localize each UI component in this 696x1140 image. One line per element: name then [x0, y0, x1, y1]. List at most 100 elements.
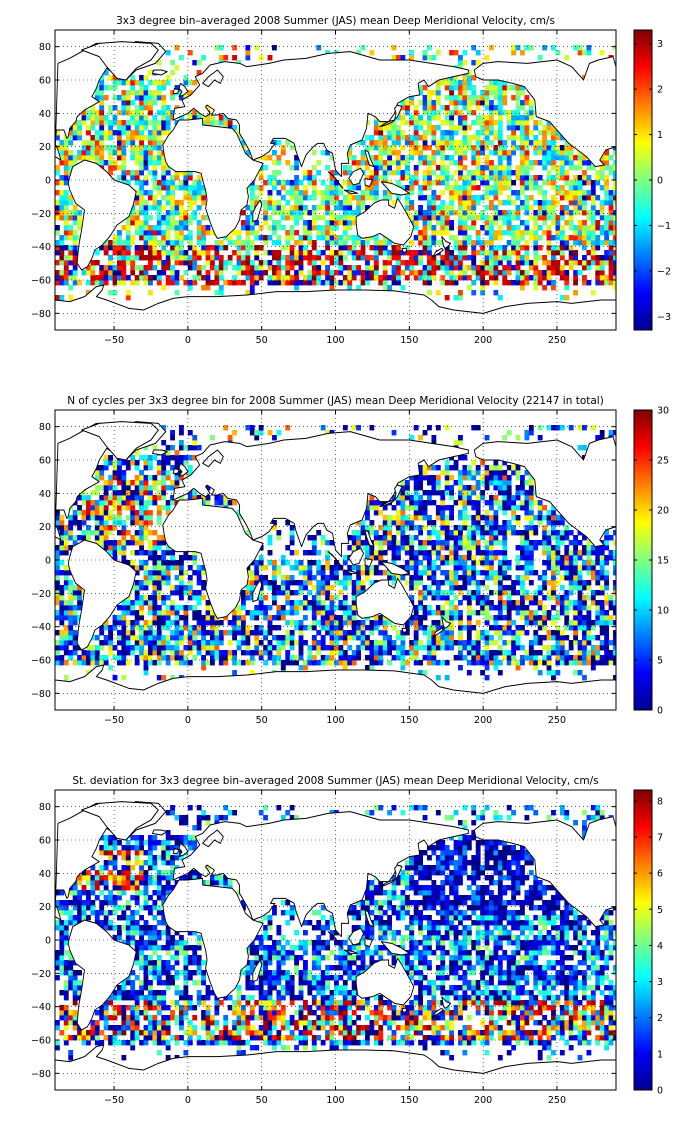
- bin-cell: [258, 630, 264, 636]
- bin-cell: [444, 105, 450, 111]
- bin-cell: [187, 580, 193, 586]
- bin-cell: [311, 240, 317, 246]
- bin-cell: [391, 265, 397, 271]
- bin-cell: [351, 155, 357, 161]
- bin-cell: [555, 155, 561, 161]
- bin-cell: [506, 590, 512, 596]
- bin-cell: [183, 185, 189, 191]
- bin-cell: [289, 280, 295, 286]
- bin-cell: [590, 625, 596, 631]
- bin-cell: [506, 240, 512, 246]
- bin-cell: [117, 250, 122, 256]
- bin-cell: [475, 170, 481, 176]
- bin-cell: [59, 210, 65, 216]
- bin-cell: [298, 650, 304, 656]
- bin-cell: [378, 560, 384, 566]
- bin-cell: [506, 565, 512, 571]
- bin-cell: [559, 600, 565, 606]
- bin-cell: [497, 595, 503, 601]
- bin-cell: [493, 650, 499, 656]
- bin-cell: [179, 580, 184, 586]
- bin-cell: [542, 130, 548, 136]
- bin-cell: [325, 235, 330, 241]
- bin-cell: [453, 575, 459, 581]
- bin-cell: [462, 625, 468, 631]
- bin-cell: [143, 160, 149, 166]
- bin-cell: [440, 555, 446, 561]
- bin-cell: [187, 660, 193, 666]
- bin-cell: [249, 595, 255, 601]
- bin-cell: [143, 635, 149, 641]
- bin-cell: [254, 645, 260, 651]
- bin-cell: [139, 275, 144, 281]
- bin-cell: [161, 625, 167, 631]
- bin-cell: [458, 585, 463, 591]
- bin-cell: [356, 195, 361, 201]
- bin-cell: [444, 80, 450, 86]
- bin-cell: [528, 555, 534, 561]
- bin-cell: [94, 635, 100, 641]
- bin-cell: [537, 120, 543, 126]
- bin-cell: [435, 620, 441, 626]
- bin-cell: [511, 210, 517, 216]
- bin-cell: [533, 635, 539, 641]
- bin-cell: [63, 575, 69, 581]
- bin-cell: [449, 265, 455, 271]
- bin-cell: [338, 215, 344, 221]
- bin-cell: [458, 260, 463, 266]
- bin-cell: [156, 155, 162, 161]
- bin-cell: [329, 230, 335, 236]
- bin-cell: [573, 260, 579, 266]
- bin-cell: [577, 260, 583, 266]
- bin-cell: [68, 630, 74, 636]
- bin-cell: [387, 190, 392, 196]
- bin-cell: [435, 530, 441, 536]
- bin-cell: [179, 615, 184, 621]
- bin-cell: [245, 660, 251, 666]
- bin-cell: [440, 220, 446, 226]
- bin-cell: [139, 625, 144, 631]
- bin-cell: [497, 590, 503, 596]
- bin-cell: [489, 120, 494, 126]
- bin-cell: [453, 160, 459, 166]
- bin-cell: [103, 115, 109, 121]
- bin-cell: [307, 210, 313, 216]
- bin-cell: [546, 610, 552, 616]
- bin-cell: [497, 90, 503, 96]
- bin-cell: [422, 550, 428, 556]
- bin-cell: [555, 260, 561, 266]
- bin-cell: [608, 220, 614, 226]
- bin-cell: [108, 75, 113, 81]
- bin-cell: [524, 595, 530, 601]
- bin-cell: [520, 545, 525, 551]
- bin-cell: [183, 570, 189, 576]
- bin-cell: [68, 165, 74, 171]
- bin-cell: [183, 270, 189, 276]
- bin-cell: [196, 600, 202, 606]
- bin-cell: [179, 200, 184, 206]
- bin-cell: [564, 605, 570, 611]
- bin-cell: [466, 670, 472, 676]
- bin-cell: [276, 155, 282, 161]
- bin-cell: [307, 235, 313, 241]
- bin-cell: [267, 585, 273, 591]
- bin-cell: [480, 100, 486, 106]
- bin-cell: [192, 210, 198, 216]
- bin-cell: [559, 225, 565, 231]
- bin-cell: [542, 635, 548, 641]
- bin-cell: [599, 200, 605, 206]
- bin-cell: [258, 175, 264, 181]
- bin-cell: [484, 180, 490, 186]
- bin-cell: [254, 580, 260, 586]
- bin-cell: [143, 190, 149, 196]
- bin-cell: [462, 545, 468, 551]
- bin-cell: [351, 655, 357, 661]
- bin-cell: [413, 130, 419, 136]
- bin-cell: [435, 555, 441, 561]
- bin-cell: [586, 585, 592, 591]
- bin-cell: [338, 270, 344, 276]
- bin-cell: [59, 215, 65, 221]
- bin-cell: [356, 205, 361, 211]
- bin-cell: [165, 195, 171, 201]
- bin-cell: [413, 125, 419, 131]
